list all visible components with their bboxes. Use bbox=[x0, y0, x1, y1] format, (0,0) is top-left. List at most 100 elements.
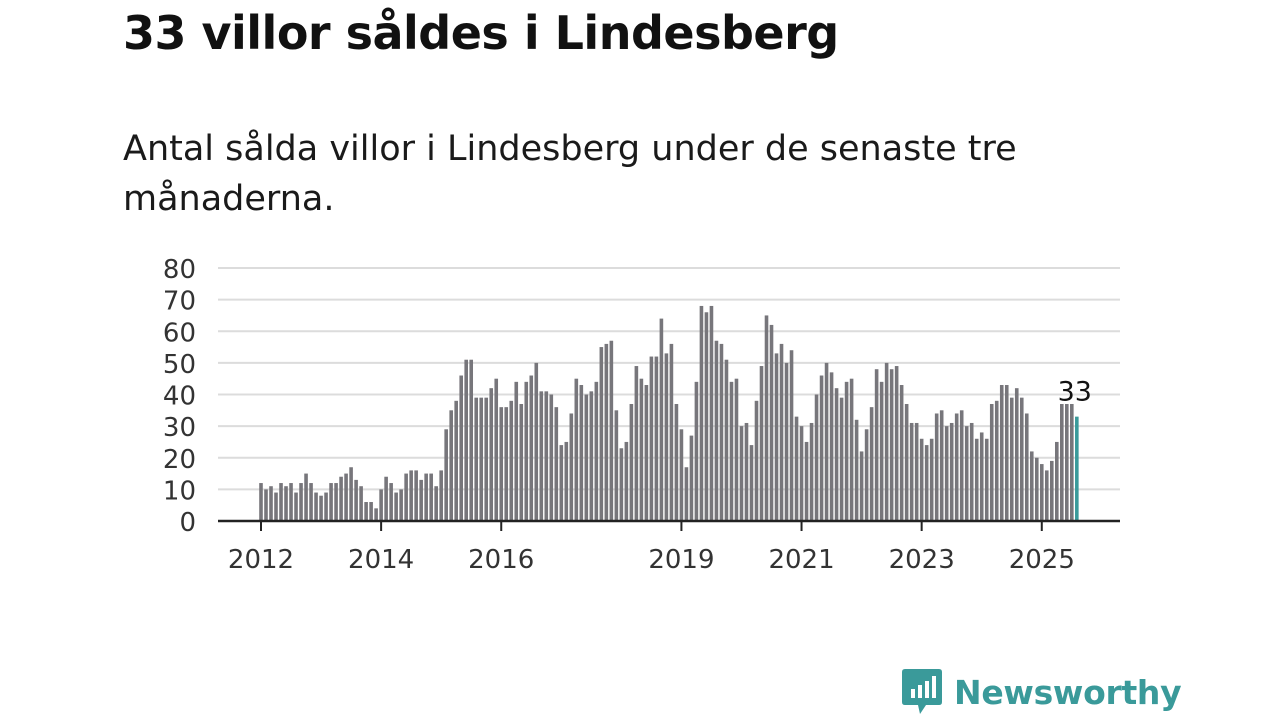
bar bbox=[749, 445, 754, 521]
bars bbox=[259, 305, 1079, 522]
bar bbox=[779, 343, 784, 521]
bar bbox=[769, 324, 774, 521]
bar bbox=[484, 397, 489, 521]
bar bbox=[494, 378, 499, 521]
bar bbox=[464, 359, 468, 521]
bar bbox=[679, 429, 684, 521]
bar bbox=[824, 362, 829, 522]
bar bbox=[809, 422, 814, 521]
bar bbox=[539, 391, 544, 521]
bar bbox=[854, 419, 859, 521]
bar bbox=[874, 369, 879, 521]
bar bbox=[509, 400, 514, 521]
bar bbox=[1014, 388, 1019, 521]
bar bbox=[354, 479, 358, 521]
bar bbox=[349, 467, 353, 521]
bar bbox=[939, 410, 944, 521]
bar bbox=[364, 502, 368, 521]
bar bbox=[699, 305, 704, 521]
bar bbox=[324, 492, 328, 521]
bar bbox=[259, 483, 263, 521]
newsworthy-brand: Newsworthy bbox=[902, 669, 1182, 714]
bar bbox=[469, 359, 474, 521]
bar bbox=[549, 394, 554, 521]
bar bbox=[309, 483, 313, 521]
bar bbox=[1039, 464, 1044, 521]
bar bbox=[659, 318, 664, 521]
bar bbox=[599, 347, 604, 521]
bar bbox=[734, 378, 739, 521]
bar bbox=[954, 413, 959, 521]
bar bbox=[654, 356, 659, 521]
bar bbox=[964, 426, 969, 522]
bar bbox=[374, 508, 378, 521]
bar bbox=[1009, 397, 1014, 521]
bar bbox=[519, 403, 524, 521]
bar bbox=[389, 483, 393, 521]
x-tick-label: 2025 bbox=[1009, 545, 1075, 575]
newsworthy-logo-icon bbox=[902, 669, 942, 714]
bar bbox=[584, 394, 589, 521]
bar bbox=[849, 378, 854, 521]
bar bbox=[304, 473, 308, 521]
chart-subtitle: Antal sålda villor i Lindesberg under de… bbox=[123, 129, 1017, 219]
bar bbox=[1034, 457, 1039, 521]
bar bbox=[574, 378, 579, 521]
bar bbox=[704, 312, 709, 521]
bar bbox=[859, 451, 864, 521]
bar bbox=[919, 438, 924, 521]
bar bbox=[949, 422, 954, 521]
bar bbox=[819, 375, 824, 521]
bar bbox=[499, 407, 504, 521]
bar bbox=[564, 441, 569, 521]
bar-highlight bbox=[1075, 416, 1079, 521]
bar bbox=[974, 438, 979, 521]
bar bbox=[459, 375, 463, 521]
bar bbox=[994, 400, 999, 521]
bar bbox=[529, 375, 534, 521]
bar bbox=[1019, 397, 1024, 521]
y-tick-label: 10 bbox=[163, 476, 196, 506]
bar bbox=[489, 388, 494, 521]
bar bbox=[999, 385, 1004, 521]
bar bbox=[969, 422, 974, 521]
bar bbox=[1029, 451, 1034, 521]
y-tick-label: 50 bbox=[163, 350, 196, 380]
x-tick-label: 2016 bbox=[468, 545, 534, 575]
bar bbox=[884, 362, 889, 522]
bar bbox=[839, 397, 844, 521]
bar bbox=[434, 486, 438, 521]
bar bbox=[739, 426, 744, 522]
bar bbox=[869, 407, 874, 521]
bar bbox=[944, 426, 949, 522]
x-tick-label: 2012 bbox=[228, 545, 294, 575]
bar bbox=[399, 489, 403, 522]
x-tick-label: 2021 bbox=[768, 545, 834, 575]
bar bbox=[1044, 470, 1049, 521]
y-tick-label: 30 bbox=[163, 413, 196, 443]
bar bbox=[424, 473, 428, 521]
bar bbox=[804, 441, 809, 521]
bar bbox=[774, 353, 779, 521]
bar bbox=[569, 413, 574, 521]
bar bbox=[934, 413, 939, 521]
bar bbox=[504, 407, 509, 521]
bar bbox=[589, 391, 594, 521]
bar bbox=[404, 473, 408, 521]
bar bbox=[959, 410, 964, 521]
bar bbox=[614, 410, 619, 521]
y-tick-label: 20 bbox=[163, 445, 196, 475]
bar bbox=[1024, 413, 1029, 521]
bar bbox=[844, 381, 849, 521]
bar bbox=[329, 483, 333, 521]
bar bbox=[439, 470, 443, 521]
bar bbox=[534, 362, 539, 522]
bar bbox=[579, 385, 584, 521]
bar bbox=[334, 483, 338, 521]
bar bbox=[929, 438, 934, 521]
bar bbox=[684, 467, 689, 521]
x-tick-label: 2023 bbox=[889, 545, 955, 575]
bar bbox=[419, 479, 423, 521]
bar bbox=[909, 422, 914, 521]
